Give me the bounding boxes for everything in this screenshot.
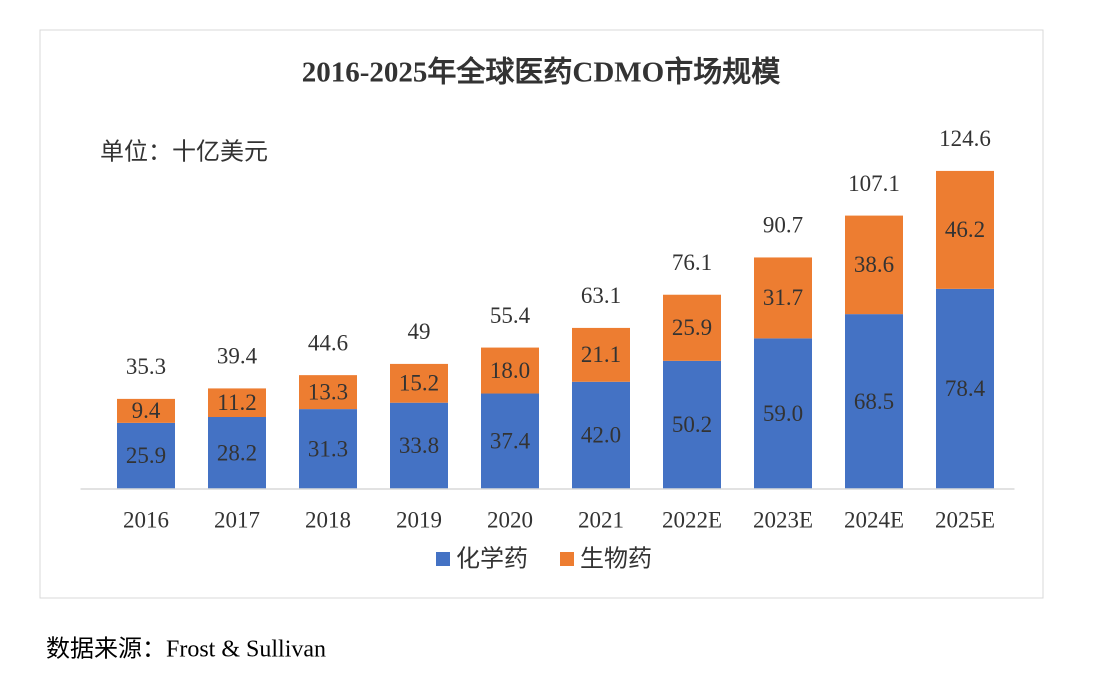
legend-swatch <box>436 552 450 566</box>
total-label: 39.4 <box>217 344 258 369</box>
x-tick-label: 2022E <box>662 507 722 532</box>
value-label: 11.2 <box>217 390 256 415</box>
value-label: 38.6 <box>854 252 894 277</box>
bar-segment <box>481 347 539 394</box>
bar-segment <box>845 215 903 315</box>
bar-segment <box>117 422 175 489</box>
bar-segment <box>390 363 448 403</box>
value-label: 59.0 <box>763 401 803 426</box>
x-tick-label: 2016 <box>123 507 169 532</box>
bar-segment <box>208 417 266 489</box>
value-label: 31.7 <box>763 285 803 310</box>
bar-segment <box>754 338 812 489</box>
value-label: 13.3 <box>308 379 348 404</box>
legend-label: 生物药 <box>580 546 652 573</box>
x-tick-label: 2025E <box>935 507 995 532</box>
value-label: 25.9 <box>126 443 166 468</box>
value-label: 78.4 <box>945 376 986 401</box>
x-tick-label: 2017 <box>214 507 260 532</box>
x-tick-label: 2018 <box>305 507 351 532</box>
total-label: 49 <box>408 319 431 344</box>
value-label: 18.0 <box>490 358 530 383</box>
value-label: 37.4 <box>490 429 531 454</box>
total-label: 35.3 <box>126 354 166 379</box>
value-label: 9.4 <box>132 398 161 423</box>
bar-segment <box>299 409 357 489</box>
value-label: 21.1 <box>581 342 621 367</box>
value-label: 46.2 <box>945 217 985 242</box>
x-tick-label: 2020 <box>487 507 533 532</box>
value-label: 31.3 <box>308 436 348 461</box>
legend-swatch <box>560 552 574 566</box>
value-label: 25.9 <box>672 315 712 340</box>
bar-segment <box>936 170 994 289</box>
value-label: 42.0 <box>581 423 621 448</box>
value-label: 50.2 <box>672 412 712 437</box>
bar-segment <box>208 388 266 418</box>
source: 数据来源：Frost & Sullivan <box>46 636 326 663</box>
bar-segment <box>663 294 721 361</box>
value-label: 68.5 <box>854 389 894 414</box>
value-label: 33.8 <box>399 433 439 458</box>
value-label: 28.2 <box>217 440 257 465</box>
bar-segment <box>663 360 721 489</box>
total-label: 124.6 <box>939 126 991 151</box>
total-label: 107.1 <box>848 171 900 196</box>
bar-segment <box>299 375 357 410</box>
legend-label: 化学药 <box>456 546 528 573</box>
x-tick-label: 2019 <box>396 507 442 532</box>
total-label: 76.1 <box>672 250 712 275</box>
value-label: 15.2 <box>399 371 439 396</box>
x-tick-label: 2021 <box>578 507 624 532</box>
chart-title: 2016-2025年全球医药CDMO市场规模 <box>302 55 781 89</box>
bar-segment <box>117 398 175 423</box>
bar-segment <box>572 381 630 489</box>
x-tick-label: 2023E <box>753 507 813 532</box>
bar-segment <box>572 327 630 382</box>
total-label: 90.7 <box>763 213 803 238</box>
total-label: 44.6 <box>308 330 348 355</box>
bar-segment <box>481 393 539 489</box>
x-tick-label: 2024E <box>844 507 904 532</box>
unit-label: 单位：十亿美元 <box>100 139 268 166</box>
bar-segment <box>936 288 994 489</box>
total-label: 55.4 <box>490 303 531 328</box>
bar-segment <box>845 314 903 489</box>
bar-segment <box>390 402 448 489</box>
bar-segment <box>754 257 812 339</box>
total-label: 63.1 <box>581 283 621 308</box>
